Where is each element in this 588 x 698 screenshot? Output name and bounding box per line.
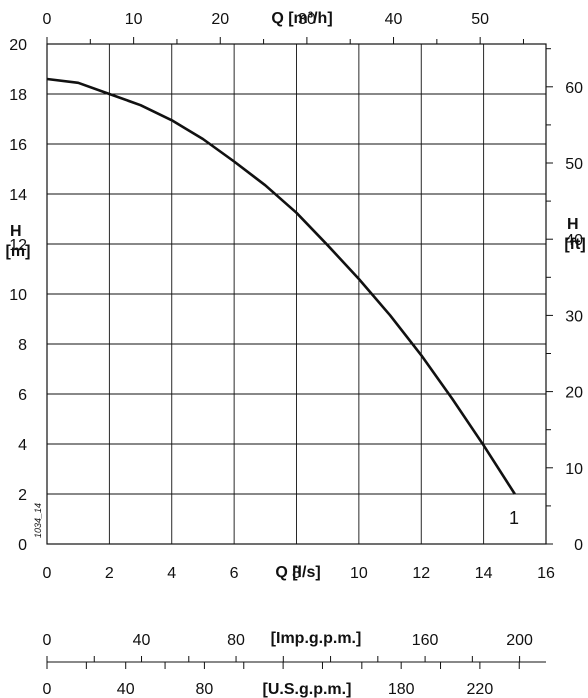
- curve-1-line: [46, 77, 516, 495]
- right-axis-title: H [ft]: [564, 216, 585, 253]
- y-axis-title-h: H: [10, 223, 22, 240]
- top-tick-label: 10: [125, 11, 143, 28]
- right-tick-label: 60: [565, 80, 583, 97]
- right-axis: 0 10 20 30 40 50 60: [546, 48, 583, 554]
- top-tick-label: 20: [211, 11, 229, 28]
- top-tick-label: 30: [298, 11, 316, 28]
- y-tick-label: 16: [9, 137, 27, 154]
- y-tick-label: 8: [18, 337, 27, 354]
- curve-label: 1: [509, 508, 519, 528]
- us-tick-label: 80: [196, 681, 214, 698]
- right-tick-label: 0: [574, 537, 583, 554]
- plot-border: [46, 43, 547, 545]
- top-tick-label: 40: [385, 11, 403, 28]
- figure-code: 1034_14: [33, 503, 43, 538]
- us-axis-title: [U.S.g.p.m.]: [263, 681, 352, 698]
- bottom-axis: 0 2 4 6 8 10 12 14 16: [43, 565, 555, 582]
- imp-tick-label: 0: [43, 632, 52, 649]
- x-tick-label: 16: [537, 565, 555, 582]
- y-tick-label: 2: [18, 487, 27, 504]
- grid: [46, 43, 547, 545]
- x-tick-label: 10: [350, 565, 368, 582]
- x-tick-label: 4: [167, 565, 176, 582]
- us-tick-label: 220: [467, 681, 494, 698]
- imp-tick-label: 80: [227, 632, 245, 649]
- top-tick-label: 50: [471, 11, 489, 28]
- right-axis-title-unit: [ft]: [564, 236, 585, 253]
- left-axis: 0 2 4 6 8 10 12 14 16 18 20: [9, 37, 27, 554]
- x-tick-label: 6: [230, 565, 239, 582]
- y-axis-title-unit: [m]: [6, 243, 31, 260]
- top-tick-label: 0: [43, 11, 52, 28]
- us-tick-label: 40: [117, 681, 135, 698]
- right-tick-label: 30: [565, 308, 583, 325]
- y-tick-label: 6: [18, 387, 27, 404]
- imp-tick-label: 40: [133, 632, 151, 649]
- x-tick-label: 0: [43, 565, 52, 582]
- x-tick-label: 12: [412, 565, 430, 582]
- top-axis-title: Q [m³/h]: [271, 10, 332, 27]
- y-tick-label: 0: [18, 537, 27, 554]
- imp-tick-label: 200: [506, 632, 533, 649]
- right-tick-label: 50: [565, 156, 583, 173]
- top-axis: 0 10 20 30 40 50: [43, 11, 524, 44]
- imp-gpm-axis: 0 40 80 160 200: [43, 632, 546, 663]
- right-axis-title-h: H: [567, 216, 579, 233]
- right-tick-label: 40: [565, 232, 583, 249]
- x-tick-label: 2: [105, 565, 114, 582]
- x-tick-label: 8: [292, 565, 301, 582]
- right-tick-label: 20: [565, 385, 583, 402]
- y-tick-label: 20: [9, 37, 27, 54]
- y-axis-title: H [m]: [6, 223, 31, 260]
- x-tick-label: 14: [475, 565, 493, 582]
- imp-tick-label: 160: [412, 632, 439, 649]
- series-group: [46, 77, 516, 495]
- y-tick-label: 10: [9, 287, 27, 304]
- y-tick-label: 18: [9, 87, 27, 104]
- y-tick-label: 12: [9, 237, 27, 254]
- us-tick-label: 0: [43, 681, 52, 698]
- right-tick-label: 10: [565, 461, 583, 478]
- x-axis-title: Q [l/s]: [275, 564, 320, 581]
- plot-frame: [46, 43, 547, 545]
- us-gpm-axis: 0 40 80 180 220: [43, 662, 520, 698]
- imp-axis-title: [Imp.g.p.m.]: [271, 630, 362, 647]
- y-tick-label: 14: [9, 187, 27, 204]
- us-tick-label: 180: [388, 681, 415, 698]
- y-tick-label: 4: [18, 437, 27, 454]
